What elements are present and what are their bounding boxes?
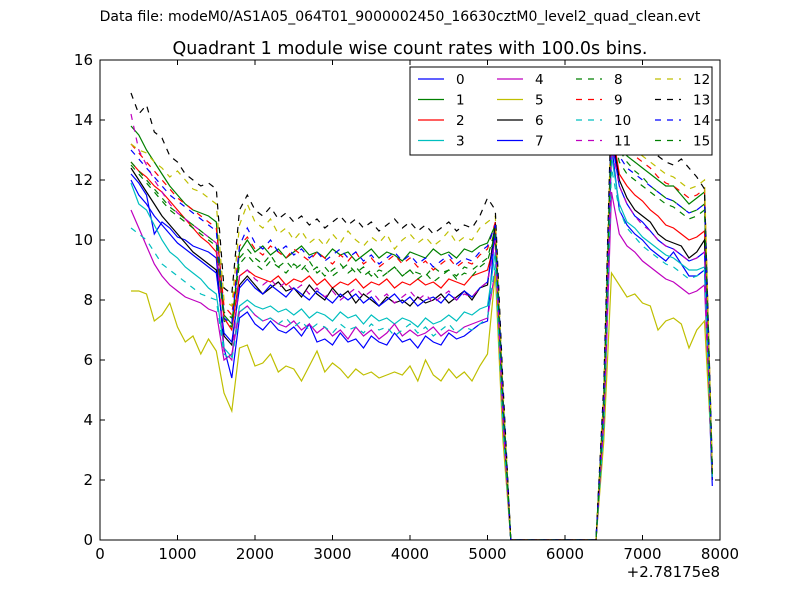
series-line-15	[130, 125, 713, 540]
x-tick-label: 7000	[623, 545, 661, 563]
x-tick-label: 4000	[391, 545, 429, 563]
legend-label-9: 9	[614, 93, 623, 109]
axes-layer: 0 1000 2000 3000 4000 5000 6000 7000 80000246810…	[74, 51, 739, 563]
x-offset-label: +2.78175e8	[627, 563, 720, 581]
x-tick-label: 1000	[158, 545, 196, 563]
y-tick-label: 4	[83, 411, 93, 429]
legend-label-14: 14	[693, 113, 710, 129]
legend-label-3: 3	[456, 134, 465, 150]
legend-label-2: 2	[456, 113, 465, 129]
x-tick-label: 8000	[701, 545, 739, 563]
y-tick-label: 16	[74, 51, 93, 69]
figure-suptitle: Data file: modeM0/AS1A05_064T01_90000024…	[99, 9, 701, 25]
series-line-2	[130, 125, 713, 540]
legend-label-0: 0	[456, 72, 465, 88]
y-tick-label: 8	[83, 291, 93, 309]
legend-label-15: 15	[693, 134, 710, 150]
legend-label-1: 1	[456, 93, 465, 109]
y-tick-label: 10	[74, 231, 93, 249]
legend-label-8: 8	[614, 72, 623, 88]
y-tick-label: 2	[83, 471, 93, 489]
series-line-5	[131, 271, 713, 540]
series-line-10	[130, 167, 713, 540]
legend-label-6: 6	[535, 113, 544, 129]
x-tick-label: 0	[95, 545, 105, 563]
x-tick-label: 6000	[546, 545, 584, 563]
series-line-13	[130, 92, 713, 540]
series-line-3	[130, 155, 713, 540]
legend-label-5: 5	[535, 93, 544, 109]
x-tick-label: 3000	[313, 545, 351, 563]
series-line-7	[130, 137, 713, 540]
series-line-0	[130, 143, 713, 540]
y-tick-label: 14	[74, 111, 93, 129]
legend-label-11: 11	[614, 134, 631, 150]
legend-label-12: 12	[693, 72, 710, 88]
series-layer	[130, 92, 713, 540]
legend-box	[409, 66, 713, 156]
legend-label-10: 10	[614, 113, 631, 129]
y-tick-label: 0	[83, 531, 93, 549]
x-tick-label: 5000	[468, 545, 506, 563]
y-tick-label: 12	[74, 171, 93, 189]
x-tick-label: 2000	[236, 545, 274, 563]
legend-label-13: 13	[693, 93, 710, 109]
y-tick-label: 6	[83, 351, 93, 369]
legend-label-7: 7	[535, 134, 544, 150]
series-line-11	[130, 113, 713, 540]
chart-title: Quadrant 1 module wise count rates with …	[173, 39, 648, 59]
series-line-6	[130, 131, 713, 540]
legend-label-4: 4	[535, 72, 544, 88]
